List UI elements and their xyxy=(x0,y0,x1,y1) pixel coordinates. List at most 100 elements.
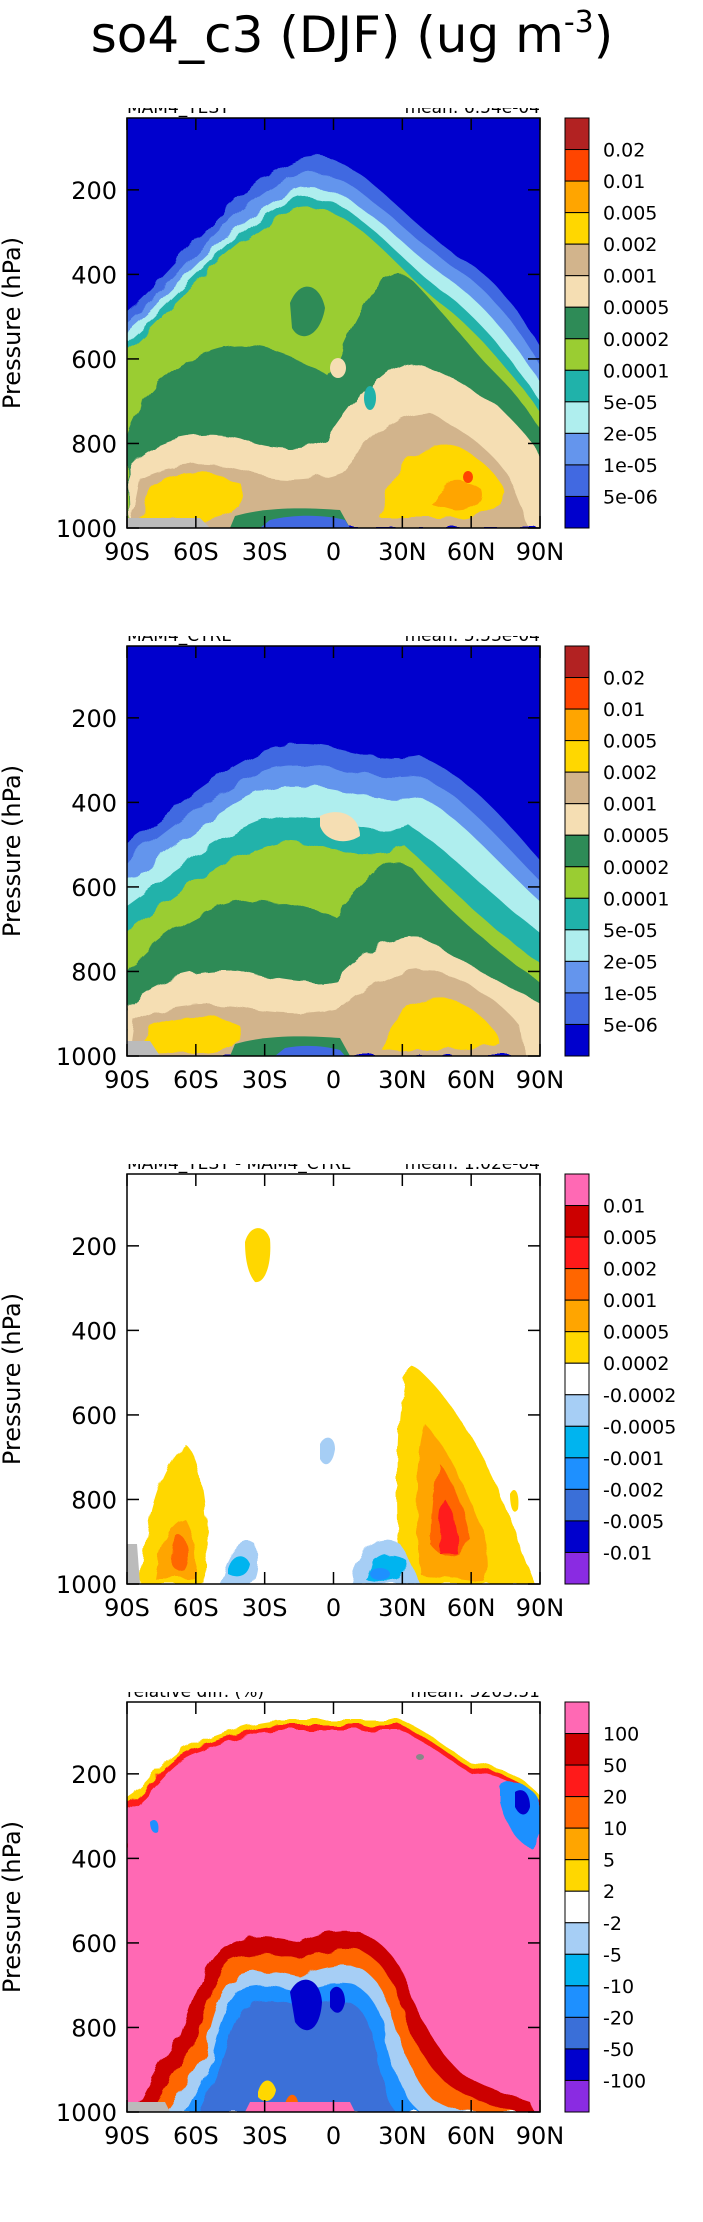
panel-difference: MAM4_TEST - MAM4_CTRL mean: 1.02e-04 90S… xyxy=(0,1164,676,1622)
panel-relative-diff: relative diff. (%) mean: 5203.51 90S 60S 3… xyxy=(0,1692,646,2150)
x-tick-label: 30S xyxy=(242,538,288,566)
colorbar-label: -0.0005 xyxy=(603,1416,676,1438)
colorbar-swatch xyxy=(564,1953,590,1987)
colorbar-label: -0.002 xyxy=(603,1479,664,1501)
colorbar-label: 1e-05 xyxy=(603,983,658,1005)
colorbar-label: 50 xyxy=(603,1755,627,1777)
colorbar-swatch xyxy=(564,1299,590,1333)
colorbar: 0.02 0.01 0.005 0.002 0.001 0.0005 0.0002 0.000… xyxy=(564,117,669,529)
contour-field xyxy=(127,118,540,528)
colorbar-label: -2 xyxy=(603,1913,622,1935)
colorbar-swatch xyxy=(564,495,590,529)
colorbar-label: 0.002 xyxy=(603,762,657,784)
colorbar-label: 0.01 xyxy=(603,699,645,721)
colorbar-label: 5e-05 xyxy=(603,920,658,942)
colorbar-label: 2 xyxy=(603,1881,615,1903)
colorbar-label: 0.0001 xyxy=(603,888,669,910)
colorbar-swatch xyxy=(564,645,590,679)
colorbar-label: 0.001 xyxy=(603,794,657,816)
colorbar-swatch xyxy=(564,275,590,308)
colorbar-label: 0.0005 xyxy=(603,297,669,319)
figure-title: so4_c3 (DJF) (ug m-3) xyxy=(91,5,614,64)
colorbar-label: 0.0002 xyxy=(603,857,669,879)
axis-ticks: 90S 60S 30S 0 30N 60N 90N 200 400 600 800 1000 xyxy=(56,1702,564,2150)
x-tick-label: 60N xyxy=(447,538,496,566)
colorbar-label: 0.0001 xyxy=(603,360,669,382)
panel-mam4-test: MAM4_TEST mean: 6.54e-04 90S 60S 30S 0 30N 60… xyxy=(0,108,669,566)
panel-mam4-ctrl: MAM4_CTRL mean: 5.53e-04 90S 60S 30S 0 30N 60… xyxy=(0,636,669,1094)
x-tick-label: 0 xyxy=(326,538,341,566)
colorbar-label: 0.02 xyxy=(603,668,645,690)
colorbar-swatch xyxy=(564,992,590,1025)
colorbar-label: 2e-05 xyxy=(603,423,658,445)
colorbar-swatch xyxy=(564,1764,590,1798)
colorbar-label: -5 xyxy=(603,1944,622,1966)
colorbar-label: 5e-06 xyxy=(603,486,658,508)
x-tick-label: 90N xyxy=(516,538,565,566)
panel-title-left: MAM4_TEST xyxy=(127,108,230,118)
colorbar-label: 100 xyxy=(603,1724,639,1746)
y-tick-label: 200 xyxy=(71,1761,117,1789)
x-tick-label: 30N xyxy=(378,2122,427,2150)
colorbar-swatch xyxy=(564,1827,590,1861)
colorbar-swatch xyxy=(564,1985,590,2018)
colorbar-swatch xyxy=(564,1457,590,1490)
colorbar-swatch xyxy=(564,1796,590,1829)
x-tick-label: 0 xyxy=(326,1066,341,1094)
x-tick-label: 90N xyxy=(516,2122,565,2150)
y-tick-label: 400 xyxy=(71,1845,117,1873)
colorbar-swatch xyxy=(564,1890,590,1924)
colorbar-label: -0.01 xyxy=(603,1542,652,1564)
colorbar-swatch xyxy=(564,1394,590,1427)
y-tick-label: 1000 xyxy=(56,1571,117,1599)
colorbar-swatch xyxy=(564,929,590,962)
colorbar: 100 50 20 10 5 2 -2 -5 -10 -20 -50 -100 xyxy=(564,1701,646,2113)
colorbar-label: 0.001 xyxy=(603,1290,657,1312)
colorbar-label: 0.01 xyxy=(603,171,645,193)
panel-title-right: mean: 5203.51 xyxy=(410,1692,540,1702)
colorbar-swatch xyxy=(564,1859,590,1892)
colorbar-swatch xyxy=(564,243,590,277)
y-tick-label: 800 xyxy=(71,958,117,986)
colorbar-label: 0.005 xyxy=(603,203,657,225)
colorbar-swatch xyxy=(564,2079,590,2113)
panel-title-right: mean: 1.02e-04 xyxy=(405,1164,540,1174)
x-tick-label: 60N xyxy=(447,1594,496,1622)
colorbar-swatch xyxy=(564,1023,590,1057)
colorbar-swatch xyxy=(564,866,590,899)
colorbar-label: 0.005 xyxy=(603,731,657,753)
y-tick-label: 600 xyxy=(71,346,117,374)
y-tick-label: 200 xyxy=(71,1233,117,1261)
x-tick-label: 90S xyxy=(104,1066,150,1094)
colorbar-swatch xyxy=(564,834,590,868)
colorbar-swatch xyxy=(564,1488,590,1522)
colorbar-swatch xyxy=(564,1922,590,1955)
panel-title-left: relative diff. (%) xyxy=(127,1692,264,1702)
x-tick-label: 60S xyxy=(173,538,219,566)
contour-field xyxy=(127,1702,540,2112)
colorbar-swatch xyxy=(564,369,590,403)
axis-ticks: 90S 60S 30S 0 30N 60N 90N 200 400 600 800 1000 xyxy=(56,646,564,1094)
colorbar-swatch xyxy=(564,117,590,151)
x-tick-label: 90S xyxy=(104,538,150,566)
y-tick-label: 800 xyxy=(71,2014,117,2042)
colorbar-label: 0.005 xyxy=(603,1227,657,1249)
panel-title-left: MAM4_CTRL xyxy=(127,636,231,646)
colorbar-swatch xyxy=(564,1173,590,1207)
x-tick-label: 60S xyxy=(173,1066,219,1094)
y-axis-label: Pressure (hPa) xyxy=(0,765,26,937)
colorbar-swatch xyxy=(564,803,590,836)
y-tick-label: 800 xyxy=(71,1486,117,1514)
colorbar-swatch xyxy=(564,1425,590,1459)
colorbar-swatch xyxy=(564,1205,590,1238)
colorbar-swatch xyxy=(564,432,590,466)
figure-title-text: so4_c3 (DJF) (ug m-3) xyxy=(91,5,614,64)
colorbar-swatch xyxy=(564,1362,590,1396)
y-tick-label: 200 xyxy=(71,705,117,733)
colorbar-label: 0.01 xyxy=(603,1196,645,1218)
axis-ticks: 90S 60S 30S 0 30N 60N 90N 200 400 600 800 1000 xyxy=(56,1174,564,1622)
x-tick-label: 90S xyxy=(104,1594,150,1622)
colorbar-label: -20 xyxy=(603,2007,634,2029)
colorbar-label: 0.0002 xyxy=(603,1353,669,1375)
x-tick-label: 90N xyxy=(516,1594,565,1622)
